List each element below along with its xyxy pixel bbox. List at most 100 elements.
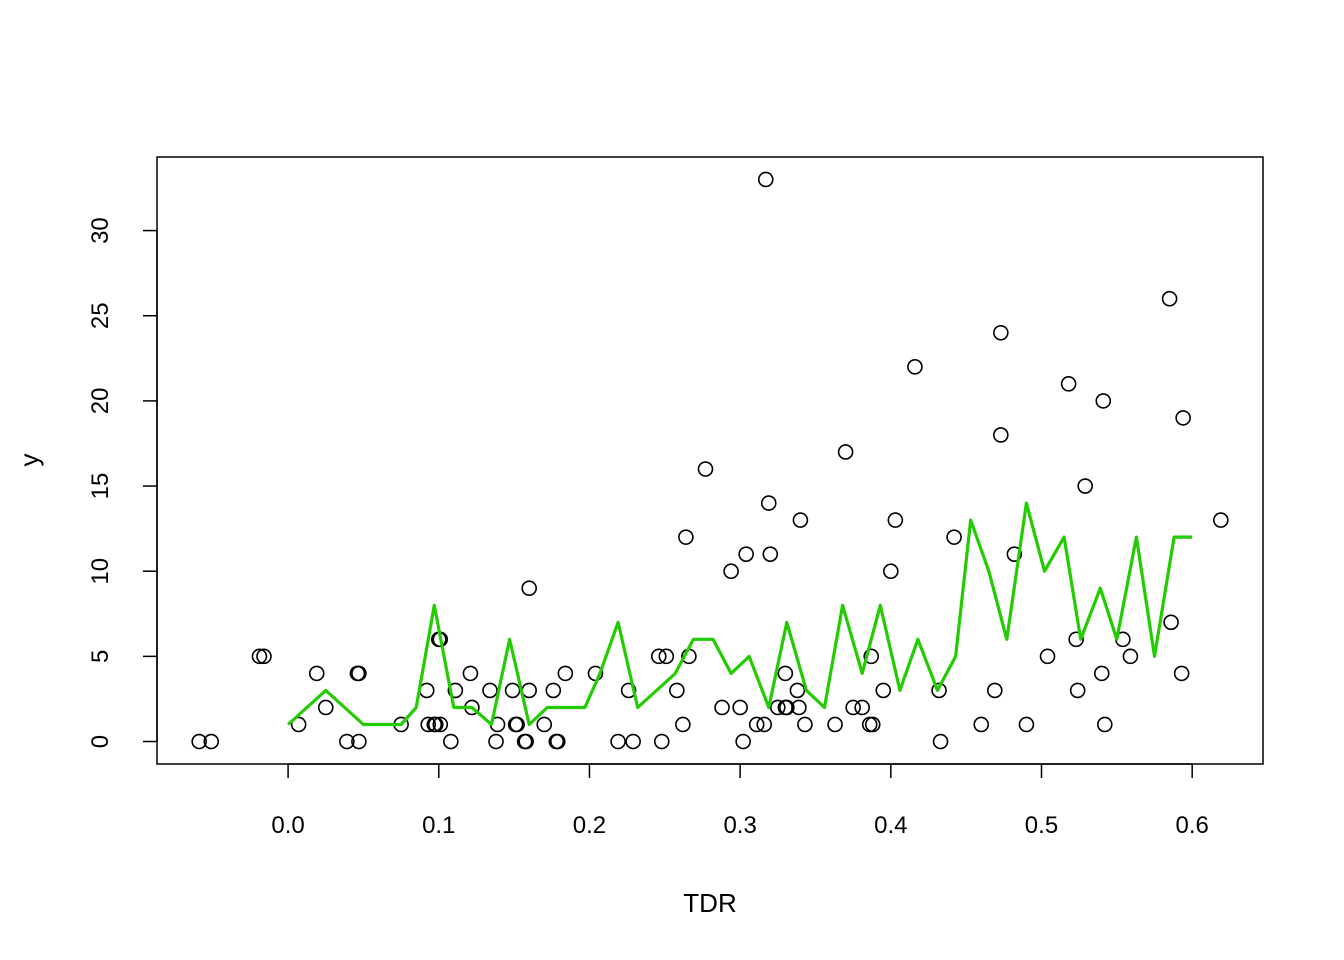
data-point <box>1018 716 1035 733</box>
data-point <box>1095 393 1112 409</box>
data-point <box>550 733 566 750</box>
data-point <box>418 682 435 699</box>
data-point <box>1213 512 1229 528</box>
data-point <box>757 171 774 188</box>
data-point <box>863 648 880 665</box>
data-point <box>861 716 878 733</box>
data-point <box>1093 665 1110 682</box>
data-point <box>732 699 748 716</box>
data-point <box>251 648 268 665</box>
data-point <box>931 682 947 699</box>
data-point <box>447 682 464 699</box>
x-tick-label: 0.5 <box>1025 812 1058 839</box>
data-point <box>521 580 537 597</box>
x-tick-label: 0.1 <box>422 812 455 839</box>
y-tick-label: 10 <box>87 558 114 585</box>
trend-line <box>287 501 1193 727</box>
data-point <box>536 716 553 733</box>
plot-frame <box>156 156 1264 765</box>
data-point <box>203 733 220 750</box>
y-tick-label: 5 <box>87 650 114 663</box>
data-point <box>993 324 1009 341</box>
data-point <box>738 546 754 562</box>
data-point <box>610 733 626 750</box>
data-point <box>504 682 521 699</box>
x-axis: 0.0 0.1 0.2 0.3 0.4 0.5 0.6 <box>271 763 1209 839</box>
data-point <box>1039 648 1056 665</box>
data-point <box>521 682 537 699</box>
data-point <box>714 699 730 716</box>
y-tick-label: 0 <box>87 735 114 748</box>
x-tick-label: 0.4 <box>874 812 907 839</box>
data-point <box>308 665 325 682</box>
data-point <box>791 699 807 716</box>
data-point <box>779 699 795 716</box>
data-point <box>883 563 899 580</box>
data-point <box>973 716 990 733</box>
data-point <box>518 733 534 750</box>
trend-line-layer <box>287 501 1193 727</box>
data-point <box>545 682 562 699</box>
y-tick-label: 20 <box>87 388 114 415</box>
data-point <box>427 716 444 733</box>
data-point <box>625 733 641 750</box>
data-point <box>1069 682 1086 699</box>
data-point <box>675 716 691 733</box>
data-point <box>462 665 479 682</box>
data-point <box>1161 290 1178 307</box>
data-point <box>1173 665 1190 682</box>
data-point <box>792 512 809 528</box>
data-point <box>650 648 667 665</box>
data-point <box>1096 716 1113 733</box>
data-point <box>1068 631 1084 648</box>
data-point <box>488 733 504 750</box>
data-point <box>443 733 459 750</box>
data-point <box>658 648 675 665</box>
x-axis-title: TDR <box>683 888 736 918</box>
data-point <box>351 665 367 682</box>
data-point <box>887 512 904 528</box>
data-point <box>290 716 307 733</box>
data-point <box>756 716 773 733</box>
data-point <box>1122 648 1139 665</box>
data-point <box>986 682 1003 699</box>
data-point <box>697 461 714 477</box>
data-point <box>620 682 637 699</box>
data-point <box>864 716 881 733</box>
x-tick-label: 0.6 <box>1175 812 1208 839</box>
data-point <box>557 665 574 682</box>
data-point <box>1077 478 1093 494</box>
data-point <box>845 699 861 716</box>
data-point <box>762 546 779 562</box>
data-point <box>723 563 739 580</box>
data-point <box>678 529 694 545</box>
data-point <box>993 427 1009 443</box>
y-tick-label: 15 <box>87 473 114 500</box>
y-tick-label: 25 <box>87 302 114 329</box>
x-tick-label: 0.2 <box>573 812 606 839</box>
data-point <box>875 682 892 699</box>
data-point <box>509 716 525 733</box>
data-point <box>191 733 207 750</box>
data-point <box>1175 410 1191 426</box>
data-point <box>482 682 498 699</box>
y-axis: 0 5 10 15 20 25 30 <box>87 217 158 748</box>
data-point <box>907 359 923 375</box>
data-point <box>420 716 437 733</box>
data-point <box>777 665 794 682</box>
data-point <box>837 444 854 460</box>
data-point <box>735 733 751 750</box>
data-points <box>191 171 1229 750</box>
data-point <box>770 699 786 716</box>
y-tick-label: 30 <box>87 217 114 244</box>
data-point <box>854 699 870 716</box>
data-point <box>669 682 685 699</box>
x-tick-label: 0.3 <box>723 812 756 839</box>
data-point <box>653 733 670 750</box>
y-axis-title: y <box>14 454 44 467</box>
data-point <box>351 733 367 750</box>
data-point <box>797 716 813 733</box>
data-point <box>932 733 949 750</box>
data-point <box>789 682 806 699</box>
data-point <box>827 716 843 733</box>
